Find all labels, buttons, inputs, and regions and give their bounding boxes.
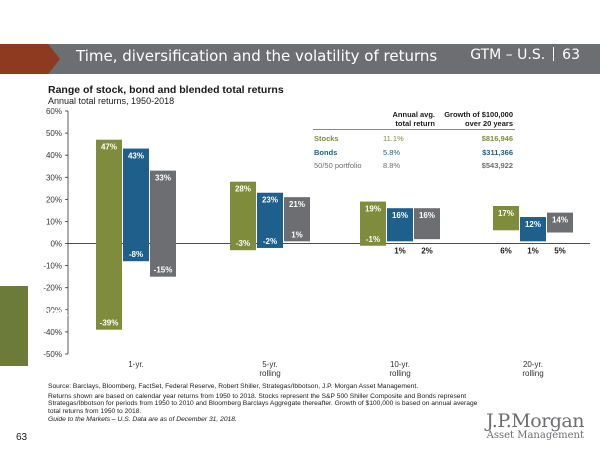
y-tick-label: -20%: [43, 284, 62, 293]
range-bar-bonds: [257, 192, 283, 248]
max-data-label: 19%: [365, 205, 381, 214]
y-tick-label: 20%: [46, 195, 62, 204]
range-bar-50-50-portfolio: [284, 197, 310, 242]
min-data-label: 1%: [291, 230, 303, 239]
y-tick-label: 40%: [46, 151, 62, 160]
y-tick-label: -50%: [43, 350, 62, 359]
max-data-label: 21%: [289, 200, 305, 209]
logo-line2: Asset Management: [486, 430, 584, 441]
table-header-growth: Growth of $100,000 over 20 years: [425, 110, 513, 128]
max-data-label: 12%: [525, 220, 541, 229]
min-data-label: -3%: [236, 239, 250, 248]
footnote: Source: Barclays, Bloomberg, FactSet, Fe…: [48, 383, 488, 424]
range-bar-bonds: [123, 148, 149, 262]
max-data-label: 28%: [235, 185, 251, 194]
gtm-label: GTM – U.S.: [470, 47, 546, 63]
table-rule: [313, 129, 515, 130]
page-title: Time, diversification and the volatility…: [76, 47, 438, 65]
min-data-label: 1%: [527, 247, 539, 256]
footnote-gtm: Guide to the Markets – U.S. Data are as …: [48, 415, 237, 423]
header-right: GTM – U.S. 63: [470, 47, 580, 63]
x-category-label: rolling: [522, 369, 543, 378]
y-tick-label: -10%: [43, 262, 62, 271]
page-number: 63: [16, 432, 28, 443]
x-category-label: 10-yr.: [390, 360, 410, 369]
range-bar-bonds: [387, 208, 413, 242]
range-bar-stocks: [230, 181, 256, 251]
header-arrow-icon: [0, 44, 60, 74]
chart-subtitle: Annual total returns, 1950-2018: [48, 96, 175, 106]
table-row-blend-avg: 8.8%: [383, 161, 401, 170]
min-data-label: 6%: [500, 247, 512, 256]
range-bar-50-50-portfolio: [150, 170, 176, 277]
range-bar-bonds: [520, 217, 546, 242]
max-data-label: 47%: [101, 143, 117, 152]
y-tick-label: -40%: [43, 328, 62, 337]
max-data-label: 16%: [419, 211, 435, 220]
side-tab-line2: principles: [28, 306, 80, 319]
table-row-stocks-growth: $816,946: [481, 134, 513, 143]
table-row-blend-growth: $543,922: [481, 161, 513, 170]
jpmorgan-logo: J.P.Morgan Asset Management: [486, 410, 584, 441]
range-bar-stocks: [493, 205, 519, 231]
table-header-growth-line1: Growth of $100,000: [444, 110, 513, 119]
y-tick-label: 60%: [46, 107, 62, 116]
range-bar-50-50-portfolio: [547, 212, 573, 233]
y-tick-label: -30%: [43, 306, 62, 315]
table-row-blend-label: 50/50 portfolio: [314, 161, 362, 170]
table-row-bonds-avg: 5.8%: [383, 148, 401, 157]
min-data-label: 2%: [421, 247, 433, 256]
side-tab: Investing principles: [0, 286, 79, 366]
max-data-label: 16%: [392, 211, 408, 220]
header-divider: [553, 47, 555, 61]
range-bar-stocks: [360, 201, 386, 246]
returns-table: Annual avg. total return Growth of $100,…: [309, 108, 519, 170]
x-category-label: rolling: [259, 369, 280, 378]
header-page-number: 63: [562, 47, 580, 63]
footnote-source: Source: Barclays, Bloomberg, FactSet, Fe…: [48, 383, 419, 390]
x-category-label: 20-yr.: [523, 360, 543, 369]
table-row-bonds-label: Bonds: [314, 148, 338, 157]
table-row-stocks-label: Stocks: [314, 134, 339, 143]
max-data-label: 17%: [498, 209, 514, 218]
range-chart: -50% -40% -30% -20% -10% 0% 10% 20% 30% 40% 50% 60%…: [43, 107, 590, 378]
x-category-label: 1-yr.: [128, 360, 144, 369]
min-data-label: 5%: [554, 247, 566, 256]
x-category-label: 5-yr.: [262, 360, 278, 369]
range-bar-50-50-portfolio: [414, 208, 440, 240]
y-tick-label: 10%: [46, 217, 62, 226]
table-header-avg-line1: Annual avg.: [392, 110, 435, 119]
min-data-label: -39%: [100, 319, 119, 328]
min-data-label: -8%: [129, 250, 143, 259]
footnote-line3: total returns from 1950 to 2018.: [48, 408, 142, 416]
min-data-label: -2%: [263, 237, 277, 246]
table-row-bonds-growth: $311,366: [482, 148, 513, 157]
min-data-label: -1%: [366, 235, 380, 244]
logo-line1: J.P.Morgan: [486, 410, 584, 432]
footnote-line1: Returns shown are based on calendar year…: [48, 392, 467, 400]
table-header-avg: Annual avg. total return: [349, 110, 435, 128]
min-data-label: -15%: [154, 266, 173, 275]
y-tick-label: 30%: [46, 173, 62, 182]
chart-title: Range of stock, bond and blended total r…: [48, 84, 284, 96]
y-tick-label: 0%: [50, 240, 62, 249]
header: Time, diversification and the volatility…: [0, 0, 600, 74]
max-data-label: 33%: [155, 174, 171, 183]
max-data-label: 14%: [552, 216, 568, 225]
header-bar: [46, 44, 600, 74]
min-data-label: 1%: [394, 247, 406, 256]
max-data-label: 23%: [262, 196, 278, 205]
footnote-line2: Strategas/Ibbotson for periods from 1950…: [48, 400, 478, 408]
range-bar-stocks: [96, 139, 122, 330]
max-data-label: 43%: [128, 152, 144, 161]
table-header-avg-line2: total return: [395, 119, 435, 128]
y-tick-label: 50%: [46, 129, 62, 138]
table-header-growth-line2: over 20 years: [465, 119, 513, 128]
x-category-label: rolling: [389, 369, 410, 378]
table-row-stocks-avg: 11.1%: [383, 134, 404, 143]
